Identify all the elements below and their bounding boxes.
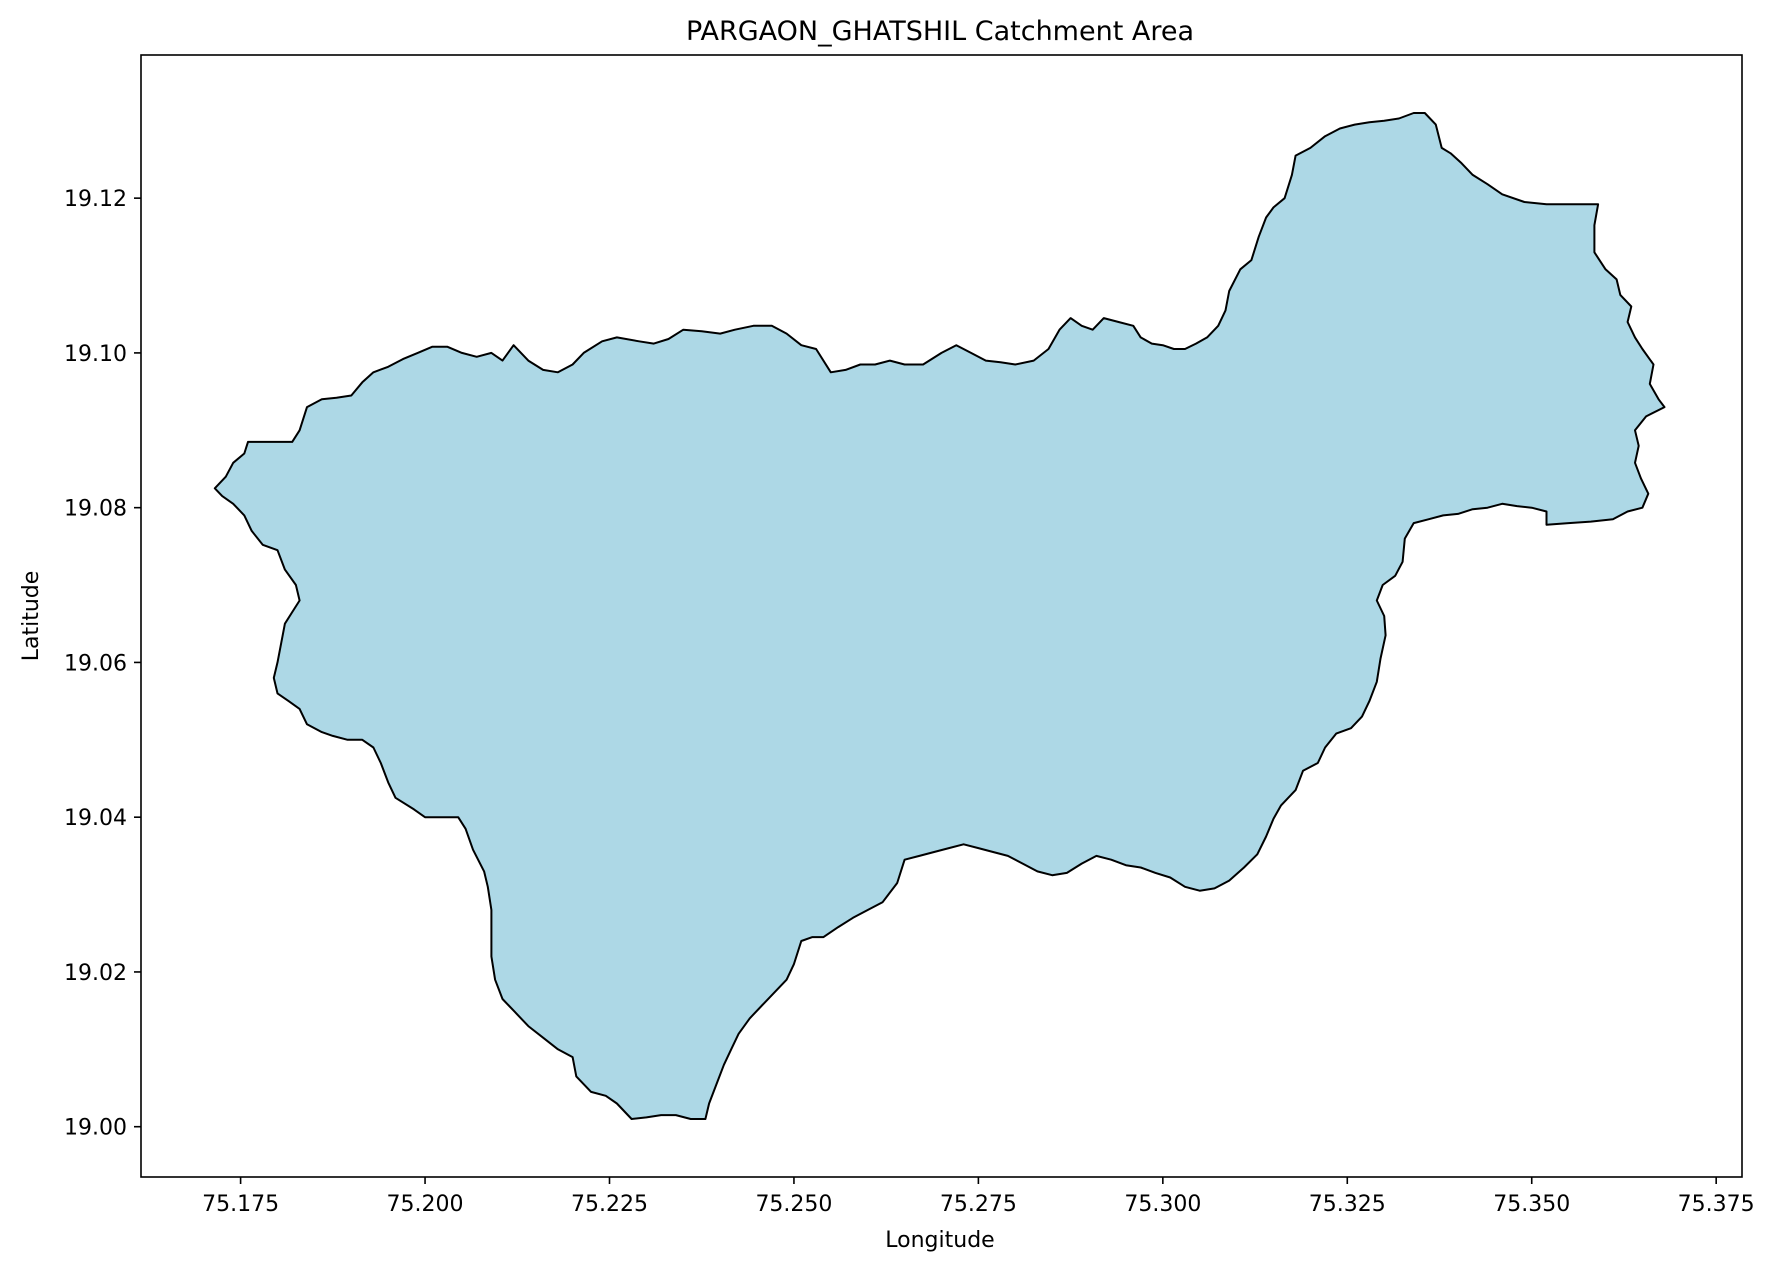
x-tick-label: 75.225 [571,1192,648,1217]
chart-title: PARGAON_GHATSHIL Catchment Area [686,16,1194,47]
y-axis: 19.00 19.02 19.04 19.06 19.08 19.10 19.12 [64,187,141,1141]
x-tick-label: 75.300 [1124,1192,1201,1217]
x-tick-label: 75.175 [202,1192,279,1217]
x-tick-label: 75.200 [387,1192,464,1217]
y-tick-label: 19.06 [64,651,127,676]
x-tick-label: 75.275 [940,1192,1017,1217]
x-tick-label: 75.250 [755,1192,832,1217]
x-tick-label: 75.350 [1493,1192,1570,1217]
y-tick-label: 19.02 [64,961,127,986]
y-axis-label: Latitude [19,571,44,662]
x-tick-label: 75.325 [1309,1192,1386,1217]
x-axis-label: Longitude [885,1228,994,1253]
x-tick-label: 75.375 [1678,1192,1755,1217]
y-tick-label: 19.12 [64,187,127,212]
plot-frame [140,54,1743,1178]
x-axis: 75.175 75.200 75.225 75.250 75.275 75.300 75.3… [202,1177,1755,1217]
y-tick-label: 19.00 [64,1116,127,1141]
y-tick-label: 19.10 [64,342,127,367]
y-tick-label: 19.04 [64,806,127,831]
catchment-area-polygon [213,112,1666,1120]
y-tick-label: 19.08 [64,497,127,522]
